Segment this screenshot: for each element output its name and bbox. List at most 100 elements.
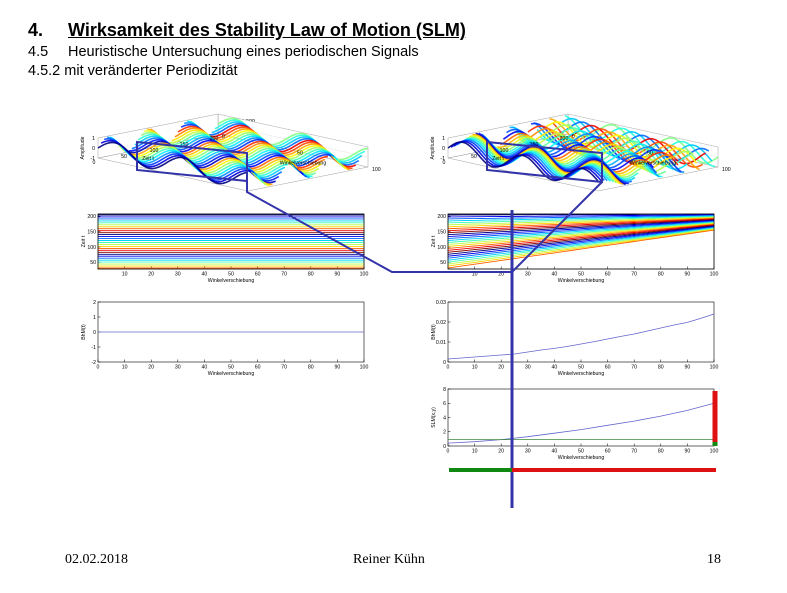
right-surface-plot-surface-strip [475,132,626,186]
left-surface-plot-ztick-label: -1 [90,156,95,162]
right-surface-plot-ytick-label: 0 [443,160,446,166]
right-surface-plot-surface-strip [447,141,599,182]
left-contour-plot-xtick-label: 20 [148,272,154,278]
right-surface-plot-surface-strip [546,121,698,164]
left-bhm-plot-ytick-label: 2 [93,300,96,306]
right-contour-plot-contour-line [447,222,715,245]
right-surface-plot-ztick-label: 1 [442,136,445,142]
left-contour-plot-xtick-label: 40 [202,272,208,278]
left-surface-plot-ytick-label: 100 [150,148,159,154]
subsubheading: 4.5.2 mit veränderter Periodizität [28,63,238,79]
left-surface-plot-zlabel: Amplitude [80,136,86,159]
left-contour-plot-xtick-label: 30 [175,272,181,278]
right-surface-plot-xtick-label: 50 [647,151,653,157]
left-surface-plot-ytick-label: 0 [93,160,96,166]
right-bhm-plot-xtick-label: 20 [498,365,504,371]
right-contour-plot-contour-line [447,226,715,259]
right-contour-plot-xtick-label: 50 [578,272,584,278]
heading-number: 4. [28,20,44,40]
right-surface-plot-surface-strip [543,124,694,165]
left-bhm-plot-ytick-label: -2 [91,360,96,366]
right-surface-plot-ztick-label: 0 [442,146,445,152]
right-bhm-plot: 0 10 20 30 40 50 60 70 80 90 100 0.03 0.02 0.01 0 Winke… [431,300,718,377]
right-slm-plot-xtick-label: 90 [685,449,691,455]
right-bhm-plot-xlabel: Winkelverschiebung [558,371,605,377]
right-surface-plot-surface-strip [466,136,618,184]
right-contour-plot-frame-top [447,213,715,270]
right-contour-plot-ytick-label: 50 [440,260,446,266]
right-slm-plot-xtick-label: 100 [710,449,719,455]
right-bhm-plot-ylabel: BhM(t) [431,324,437,340]
right-bhm-plot-frame [447,301,715,363]
right-bhm-plot-ytick-label: 0.03 [436,300,446,306]
right-surface-plot-ztick-label: -1 [440,156,445,162]
right-contour-plot-xtick-label: 10 [472,272,478,278]
right-surface-plot-surface-strip [530,122,682,173]
left-bhm-plot-xtick-label: 50 [228,365,234,371]
left-surface-plot-ztick-label: 1 [92,136,95,142]
right-slm-plot-ytick-label: 0 [443,444,446,450]
left-bhm-plot-xtick-label: 0 [97,365,100,371]
left-bhm-plot: 0 10 20 30 40 50 60 70 80 90 100210-1-2Winkelversc… [81,300,368,377]
right-contour-plot-xtick-label: 70 [631,272,637,278]
right-contour-plot-xtick-label: 40 [552,272,558,278]
right-contour-plot-xtick-label: 90 [685,272,691,278]
right-slm-plot-ytick-label: 2 [443,430,446,436]
right-contour-plot-contour-line [447,225,715,255]
left-surface-plot-ytick-label: 150 [180,142,189,148]
left-bhm-plot-xtick-label: 80 [308,365,314,371]
right-contour-plot-contour-line [447,216,715,224]
left-contour-plot-xtick-label: 60 [255,272,261,278]
right-bhm-plot-xtick-label: 0 [447,365,450,371]
right-contour-plot-contour-line [447,217,715,228]
right-bhm-plot-xtick-label: 100 [710,365,719,371]
right-surface-plot-surface-strip [499,132,651,173]
right-contour-plot-contour-line [447,226,715,257]
right-surface-plot-surface-strip [527,125,679,166]
right-contour-plot-contour-line [448,214,715,218]
right-bhm-plot-xtick-label: 90 [685,365,691,371]
right-contour-plot-contour-line [447,220,715,238]
right-slm-plot-ytick-label: 8 [443,387,446,393]
right-surface-plot-zlabel: Amplitude [430,136,436,159]
right-contour-plot-ytick-label: 100 [437,245,446,251]
right-contour-plot-contour-line [447,227,715,263]
left-bhm-plot-xtick-label: 40 [202,365,208,371]
right-slm-plot-xtick-label: 70 [631,449,637,455]
right-surface-plot-surface-strip [561,117,713,162]
right-surface-plot-surface-strip [469,135,621,185]
subheading: 4.5 Heuristische Untersuchung eines perio… [28,44,419,60]
right-contour-plot-contour-line [447,227,715,261]
left-bhm-plot-xtick-label: 70 [281,365,287,371]
left-surface-plot-ytick-label: 200 [210,136,219,142]
right-contour-plot-ytick-label: 200 [437,214,446,220]
right-contour-plot-contour-line [447,228,715,265]
left-bhm-plot-xtick-label: 60 [255,365,261,371]
left-contour-plot-xtick-label: 10 [122,272,128,278]
right-surface-plot-xlabel: Winkelverschiebung [630,161,677,167]
right-slm-plot-xtick-label: 80 [658,449,664,455]
right-contour-plot-contour-line [447,215,715,222]
left-contour-plot-frame [97,213,365,270]
right-contour-plot-contour-line [447,223,715,247]
left-surface-plot-ztick-label: 0 [92,146,95,152]
right-contour-plot-xtick-label: 60 [605,272,611,278]
right-slm-plot-frame [447,388,715,447]
right-bhm-plot-ytick-label: 0.02 [436,320,446,326]
right-contour-plot-contour-line [447,218,715,232]
right-slm-plot-xtick-label: 30 [525,449,531,455]
right-contour-plot-xlabel: Winkelverschiebung [558,278,605,284]
right-surface-plot-ytick-label: 50 [471,154,477,160]
left-contour-plot-xtick-label: 50 [228,272,234,278]
left-bhm-plot-xtick-label: 30 [175,365,181,371]
right-contour-plot-ylabel: Zeit t [431,235,437,247]
heading-text: Wirksamkeit des Stability Law of Motion … [68,20,466,40]
right-contour-plot-contour-line [447,221,715,241]
left-contour-plot-frame-top [97,213,365,270]
subheading-text: Heuristische Untersuchung eines periodis… [68,44,419,60]
footer-author: Reiner Kühn [353,552,425,567]
right-contour-plot-contour-line [447,216,715,226]
right-slm-plot-xtick-label: 0 [447,449,450,455]
